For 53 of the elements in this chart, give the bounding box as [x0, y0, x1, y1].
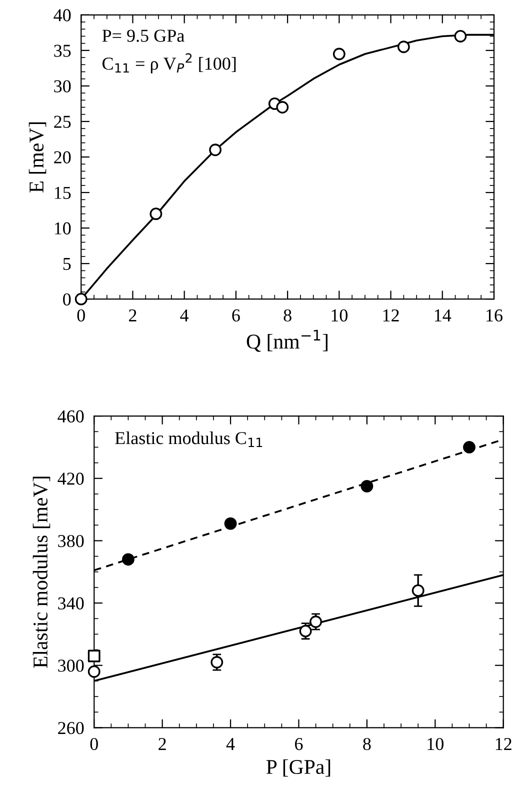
- y-tick-label: 25: [54, 116, 71, 128]
- point: [88, 650, 100, 662]
- point: [209, 144, 222, 156]
- point: [412, 584, 424, 597]
- x-axis-title: P [GPa]: [266, 759, 330, 777]
- x-tick-label: 4: [226, 738, 235, 750]
- annotation: C$_{11}$ = ρ V$_{P}$$^{2}$ [100]: [102, 53, 236, 74]
- annotation: P= 9.5 GPa: [102, 30, 184, 42]
- x-tick-label: 8: [284, 309, 292, 322]
- x-tick-label: 0: [90, 738, 98, 750]
- point: [276, 101, 289, 114]
- y-tick-label: 340: [58, 597, 84, 610]
- x-tick-label: 16: [486, 309, 502, 322]
- x-tick-label: 6: [232, 309, 240, 322]
- point: [463, 441, 476, 454]
- point: [88, 665, 100, 678]
- point: [454, 30, 467, 42]
- y-tick-label: 40: [54, 9, 71, 22]
- y-tick-label: 10: [54, 222, 71, 234]
- point: [332, 48, 346, 60]
- x-tick-label: 10: [332, 309, 348, 322]
- y-tick-label: 15: [54, 186, 71, 199]
- x-axis-title: Q [nm$^{−1}$]: [246, 330, 328, 352]
- y-axis-title: E [meV]: [28, 122, 46, 193]
- y-tick-label: 20: [54, 151, 71, 164]
- y-tick-label: 300: [58, 660, 84, 672]
- annotation: Elastic modulus C$_{11}$: [115, 432, 262, 448]
- x-tick-label: 12: [383, 309, 399, 322]
- y-tick-label: 0: [63, 293, 71, 306]
- x-tick-label: 12: [496, 738, 512, 750]
- x-tick-label: 2: [129, 309, 136, 322]
- y-tick-label: 420: [58, 472, 84, 485]
- y-axis-title: Elastic modulus [meV]: [32, 476, 50, 668]
- point: [310, 616, 322, 628]
- y-tick-label: 460: [58, 410, 84, 422]
- point: [210, 656, 224, 668]
- point: [360, 480, 374, 492]
- y-tick-label: 380: [58, 534, 84, 548]
- x-tick-label: 14: [434, 309, 452, 322]
- point: [397, 40, 410, 54]
- y-tick-label: 260: [58, 722, 84, 734]
- point: [150, 208, 162, 220]
- x-tick-label: 6: [295, 738, 303, 750]
- x-tick-label: 8: [363, 738, 371, 750]
- point: [224, 517, 237, 530]
- x-tick-label: 4: [180, 309, 189, 322]
- y-tick-label: 5: [63, 258, 71, 270]
- y-tick-label: 35: [54, 44, 71, 57]
- point: [299, 624, 312, 638]
- x-tick-label: 10: [428, 738, 444, 750]
- point: [122, 553, 134, 566]
- x-tick-label: 2: [158, 738, 166, 750]
- y-tick-label: 30: [54, 80, 71, 92]
